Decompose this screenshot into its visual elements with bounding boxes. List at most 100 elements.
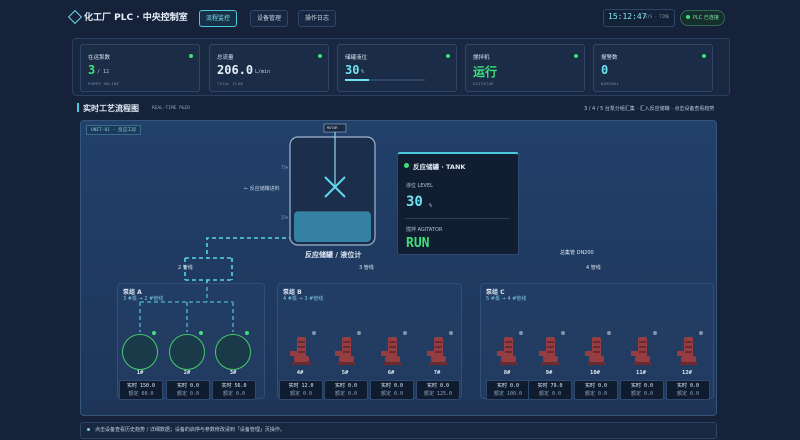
pump-base	[499, 362, 518, 365]
pump-icon[interactable]	[585, 337, 606, 365]
pump-rib	[435, 351, 442, 353]
pump-id: 2#	[183, 370, 191, 376]
readout-row: 实时 0.0	[620, 382, 664, 389]
pump-casing	[294, 356, 309, 362]
group-name: 泵组 B	[283, 289, 302, 296]
pump-casing	[501, 356, 516, 362]
readout-row: 实时 0.0	[324, 382, 368, 389]
pump-id: 9#	[545, 370, 553, 376]
readout-value: 0.0	[597, 391, 608, 397]
pump-readout[interactable]	[416, 380, 460, 400]
group-desc: 4 #泵 → 3 #管线	[283, 296, 324, 302]
group-box	[277, 283, 462, 399]
stat-value: 运行	[473, 65, 498, 79]
readout-value: 0.0	[347, 391, 358, 397]
readout-label: 额定	[128, 391, 139, 397]
readout-row: 实时 0.0	[486, 382, 530, 389]
pump-casing	[431, 356, 446, 362]
pump-id: 10#	[590, 370, 600, 376]
pump-readout[interactable]	[212, 380, 256, 400]
line-label: 2 管线	[178, 265, 193, 271]
impeller	[324, 176, 346, 198]
pump-readout[interactable]	[528, 380, 572, 400]
pump-icon[interactable]	[290, 337, 311, 365]
pump-readout[interactable]	[574, 380, 618, 400]
pump-readout[interactable]	[666, 380, 710, 400]
stat-dot	[189, 54, 193, 58]
pump-rib	[298, 351, 305, 353]
pump-inlet	[539, 351, 547, 356]
stat-card	[593, 44, 713, 92]
readout-row: 实时 0.0	[166, 382, 210, 389]
readout-label: 额定	[493, 391, 504, 397]
readout-row: 额定 0.0	[166, 390, 210, 397]
readout-label: 实时	[676, 383, 687, 389]
group-name: 泵组 A	[123, 289, 142, 296]
readout-label: 实时	[221, 383, 232, 389]
stat-dot	[318, 54, 322, 58]
pump-icon[interactable]	[497, 337, 518, 365]
readout-label: 实时	[176, 383, 187, 389]
level-bar	[345, 79, 369, 81]
stat-label: 在运泵数	[88, 55, 111, 61]
readout-value: 0.0	[643, 391, 654, 397]
footer-icon	[87, 428, 90, 431]
nav-tab[interactable]: 操作日志	[298, 10, 337, 27]
header-pipe-label: 总集管 DN200	[560, 250, 594, 256]
pump-rib	[389, 341, 396, 343]
pump-rib	[639, 341, 646, 343]
pump-readout[interactable]	[119, 380, 163, 400]
pump-id: 11#	[636, 370, 646, 376]
readout-value: 0.0	[689, 383, 700, 389]
pump-icon[interactable]	[381, 337, 402, 365]
nav-tab[interactable]: 设备管理	[250, 10, 289, 27]
pump-readout[interactable]	[620, 380, 664, 400]
pump-icon[interactable]	[631, 337, 652, 365]
pump-status	[561, 331, 565, 335]
readout-row: 实时 150.0	[119, 382, 163, 389]
stat-sub: PUMPS ONLINE	[88, 82, 120, 86]
readout-value: 150.0	[139, 383, 156, 389]
pump-casing	[385, 356, 400, 362]
stat-sub: AGITATOR	[473, 82, 494, 86]
pump-status	[199, 331, 203, 335]
readout-value: 79.0	[550, 383, 563, 389]
pump-status	[653, 331, 657, 335]
pump-icon[interactable]	[539, 337, 560, 365]
card-divider	[405, 218, 509, 219]
pump-icon[interactable]	[427, 337, 448, 365]
clock: 15:12:47	[608, 12, 647, 21]
pump-readout[interactable]	[370, 380, 414, 400]
stat-label: 总流量	[217, 55, 234, 61]
pump-id: 12#	[682, 370, 692, 376]
readout-row: 实时 0.0	[574, 382, 618, 389]
pump-readout[interactable]	[279, 380, 323, 400]
stat-label: 报警数	[601, 55, 618, 61]
pump-id: 7#	[433, 370, 441, 376]
motor-label: MOTOR	[327, 126, 338, 130]
pump-base	[292, 362, 311, 365]
stat-unit: L/min	[255, 69, 271, 75]
tank-card[interactable]	[397, 152, 519, 255]
pump-icon[interactable]	[677, 337, 698, 365]
pump-rib	[593, 341, 600, 343]
section-note: 3 / 4 / 5 台泵分组汇集 · 汇入反应储罐 · 点击设备查看趋势	[584, 106, 715, 112]
readout-label: 额定	[584, 391, 595, 397]
pump-rib	[343, 341, 350, 343]
readout-row: 额定 60.0	[119, 390, 163, 397]
pipe-network	[139, 197, 295, 332]
nav-tab[interactable]: 流程监控	[199, 10, 238, 27]
stat-dot	[574, 54, 578, 58]
pump-readout[interactable]	[166, 380, 210, 400]
pump-readout[interactable]	[324, 380, 368, 400]
pump-inlet	[677, 351, 685, 356]
pump-status	[519, 331, 523, 335]
pump-ring	[122, 334, 158, 370]
pump-rib	[505, 351, 512, 353]
readout-row: 额定 0.0	[620, 390, 664, 397]
readout-value: 0.0	[643, 383, 654, 389]
pump-icon[interactable]	[335, 337, 356, 365]
readout-label: 实时	[537, 383, 548, 389]
readout-label: 额定	[538, 391, 549, 397]
readout-label: 额定	[423, 391, 434, 397]
